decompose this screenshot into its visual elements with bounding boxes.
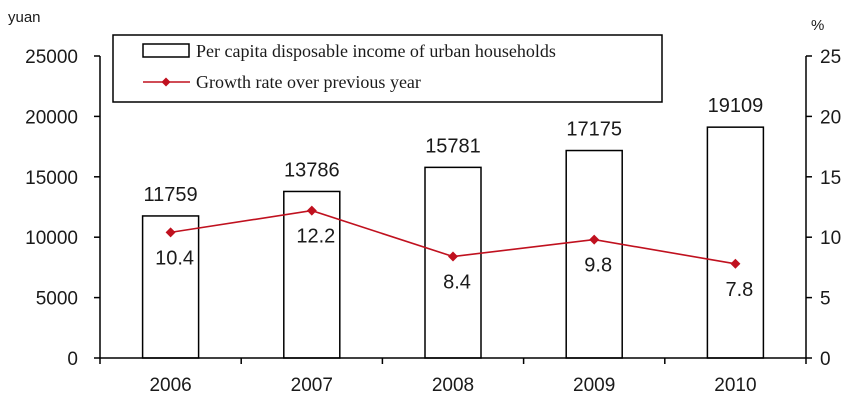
- line-series: [165, 205, 741, 269]
- left-axis-unit: yuan: [8, 9, 41, 26]
- left-tick-label: 10000: [25, 228, 78, 249]
- legend-bar-swatch: [142, 43, 190, 58]
- legend: Per capita disposable income of urban ho…: [112, 34, 663, 103]
- legend-line-label: Growth rate over previous year: [196, 72, 421, 92]
- data-labels: 11759 13786 15781 17175 19109 10.4 12.2 8.4 9.8 7…: [144, 95, 764, 301]
- left-tick-label: 5000: [36, 289, 78, 310]
- x-tick-label: 2006: [149, 375, 191, 396]
- growth-marker-2010: [730, 258, 741, 269]
- bar-series: [141, 126, 765, 359]
- right-tick-label: 5: [820, 289, 831, 310]
- growth-value-label: 10.4: [155, 247, 194, 269]
- left-tick-label: 25000: [25, 47, 78, 68]
- growth-value-label: 7.8: [725, 279, 753, 301]
- right-axis-unit: %: [811, 17, 824, 34]
- right-tick-label: 15: [820, 168, 841, 189]
- growth-value-label: 12.2: [296, 226, 335, 248]
- bar-2009: [565, 149, 623, 359]
- growth-value-label: 9.8: [584, 255, 612, 277]
- x-tick-label: 2010: [714, 375, 756, 396]
- growth-marker-2006: [165, 227, 176, 238]
- legend-bar-label: Per capita disposable income of urban ho…: [196, 41, 556, 61]
- left-tick-label: 20000: [25, 107, 78, 128]
- bar-2010: [706, 126, 765, 359]
- legend-box: [112, 34, 663, 103]
- bar-value-label: 11759: [144, 184, 198, 206]
- bar-value-label: 13786: [284, 159, 340, 181]
- growth-marker-2008: [448, 251, 458, 262]
- bar-value-label: 19109: [708, 95, 764, 117]
- bar-value-label: 17175: [566, 119, 622, 141]
- legend-line-marker: [161, 77, 171, 87]
- growth-value-label: 8.4: [443, 272, 471, 294]
- bar-2007: [283, 190, 341, 359]
- x-tick-label: 2007: [291, 375, 333, 396]
- right-tick-label: 25: [820, 47, 841, 68]
- growth-marker-2009: [589, 234, 600, 245]
- left-tick-label: 15000: [25, 168, 78, 189]
- right-tick-label: 0: [820, 349, 831, 370]
- x-tick-label: 2008: [432, 375, 474, 396]
- x-tick-label: 2009: [573, 375, 615, 396]
- bar-2008: [424, 166, 482, 359]
- axes: 0 5000 10000 15000 20000 25000 0 5 10 15 20 25 2006 2…: [25, 47, 841, 396]
- bar-value-label: 15781: [425, 135, 481, 157]
- right-tick-label: 10: [820, 228, 841, 249]
- growth-marker-2007: [306, 205, 317, 216]
- right-tick-label: 20: [820, 107, 841, 128]
- left-tick-label: 0: [67, 349, 78, 370]
